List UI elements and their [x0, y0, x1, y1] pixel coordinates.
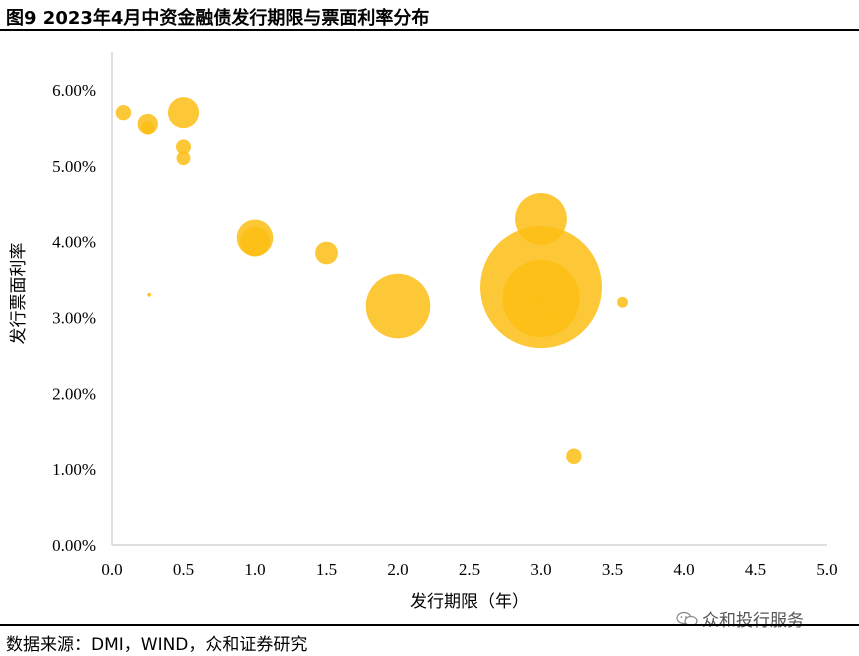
y-tick-label: 4.00%	[52, 233, 96, 252]
x-tick-label: 1.0	[244, 560, 265, 579]
bubble-point	[315, 241, 338, 265]
y-tick-label: 3.00%	[52, 308, 96, 327]
title-rule	[0, 29, 859, 31]
y-tick-label: 1.00%	[52, 460, 96, 479]
bubble-point	[547, 314, 555, 321]
bubble-point	[141, 121, 155, 135]
x-tick-label: 3.5	[602, 560, 623, 579]
bubble-point	[365, 273, 431, 339]
axes-layer	[111, 52, 827, 546]
bubble-point	[515, 192, 567, 245]
x-tick-label: 2.0	[387, 560, 408, 579]
bubble-point	[240, 226, 270, 257]
x-tick-labels: 0.0 0.5 1.0 1.5 2.0 2.5 3.0 3.5 4.0 4.5 5.0	[101, 560, 837, 579]
x-tick-label: 0.0	[101, 560, 122, 579]
bubble-point	[617, 296, 628, 308]
y-tick-label: 6.00%	[52, 81, 96, 100]
watermark: 众和投行服务	[676, 606, 804, 631]
bubble-point	[147, 292, 152, 297]
watermark-text: 众和投行服务	[702, 611, 804, 631]
bubble-layer	[115, 97, 628, 464]
x-axis-title: 发行期限（年）	[410, 592, 529, 612]
y-axis-title: 发行票面利率	[9, 243, 29, 345]
bubble-point	[115, 104, 132, 121]
y-tick-label: 0.00%	[52, 536, 96, 555]
bubble-point	[537, 295, 545, 302]
bubble-point	[566, 448, 582, 464]
x-tick-label: 4.5	[745, 560, 766, 579]
y-tick-label: 5.00%	[52, 157, 96, 176]
x-tick-label: 3.0	[530, 560, 551, 579]
y-tick-label: 2.00%	[52, 384, 96, 403]
y-tick-labels: 0.00% 1.00% 2.00% 3.00% 4.00% 5.00% 6.00%	[52, 81, 96, 555]
x-tick-label: 0.5	[173, 560, 194, 579]
x-tick-label: 2.5	[459, 560, 480, 579]
bubble-point	[176, 151, 191, 166]
x-tick-label: 1.5	[316, 560, 337, 579]
source-note: 数据来源：DMI，WIND，众和证券研究	[6, 635, 308, 655]
x-tick-label: 5.0	[816, 560, 837, 579]
chart-title: 图9 2023年4月中资金融债发行期限与票面利率分布	[6, 8, 430, 29]
bubble-point	[176, 139, 191, 155]
bottom-rule	[0, 624, 859, 626]
x-tick-label: 4.0	[673, 560, 694, 579]
bubble-point	[167, 97, 200, 129]
